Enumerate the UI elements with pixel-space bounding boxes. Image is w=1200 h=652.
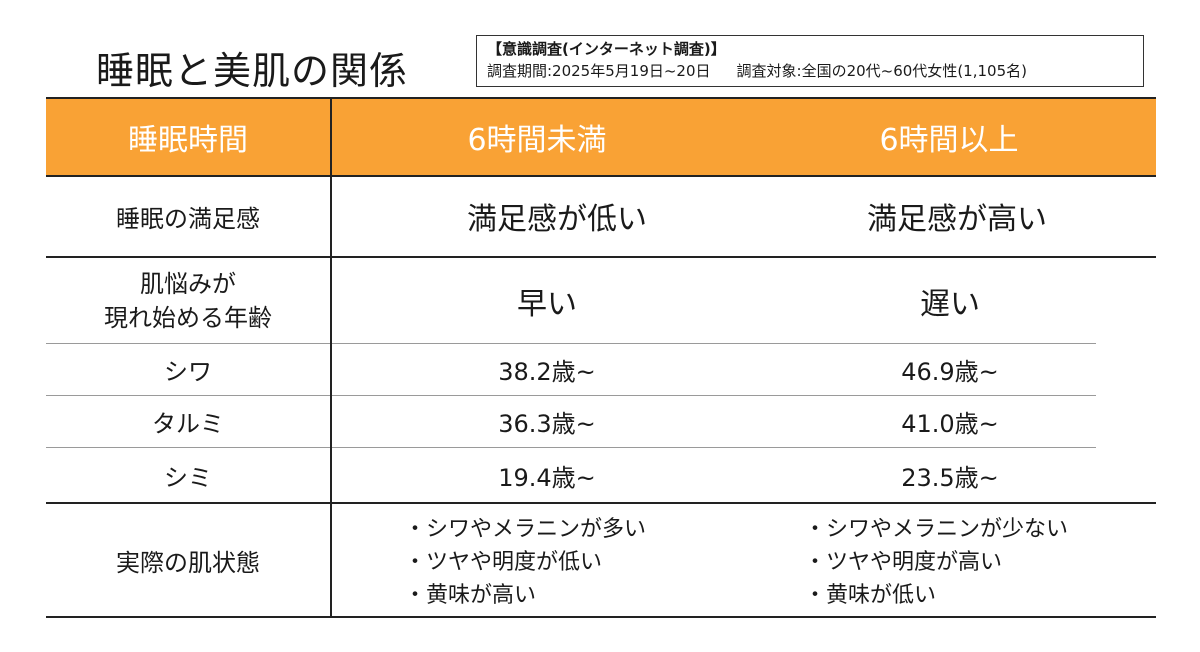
row-label-wrinkles: シワ [164,358,212,386]
row-label-satisfaction: 睡眠の満足感 [116,204,260,233]
condition-over-6h-list: シワやメラニンが少ない ツヤや明度が高い 黄味が低い [804,513,1068,612]
row-label-skin-condition: 実際の肌状態 [116,548,260,577]
spots-over-6h: 23.5歳~ [901,463,999,492]
list-item: シワやメラニンが少ない [804,513,1068,546]
row-divider [46,502,1156,504]
row-label-onset: 肌悩みが 現れ始める年齢 [46,258,330,343]
onset-label-line2: 現れ始める年齢 [104,303,272,332]
list-item: シワやメラニンが多い [404,513,646,546]
survey-target: 調査対象:全国の20代~60代女性(1,105名) [736,62,1027,80]
list-item: 黄味が低い [804,579,1068,612]
page-title: 睡眠と美肌の関係 [96,49,409,93]
satisfaction-over-6h: 満足感が高い [867,202,1047,237]
row-divider-thin [46,447,330,448]
header-over-6h: 6時間以上 [879,122,1019,158]
table-top-border [46,97,1156,99]
row-label-sagging: タルミ [152,410,224,438]
header-sleep-time: 睡眠時間 [128,122,248,158]
survey-details: 調査期間:2025年5月19日~20日 調査対象:全国の20代~60代女性(1,1… [487,60,1133,82]
row-divider-thin [332,395,1096,396]
spots-under-6h: 19.4歳~ [498,463,596,492]
row-divider-thin [46,395,330,396]
table-header-band [46,98,1156,175]
condition-under-6h-list: シワやメラニンが多い ツヤや明度が低い 黄味が高い [404,513,646,612]
onset-under-6h: 早い [517,286,577,322]
wrinkles-over-6h: 46.9歳~ [901,358,999,386]
survey-period: 調査期間:2025年5月19日~20日 [487,62,711,80]
row-divider [46,175,1156,177]
row-divider [46,256,1156,258]
row-divider-thin [332,343,1096,344]
column-divider [330,98,332,617]
list-item: 黄味が高い [404,579,646,612]
row-divider-thin [332,447,1096,448]
satisfaction-under-6h: 満足感が低い [467,202,647,237]
survey-info-box: 【意識調査(インターネット調査)】 調査期間:2025年5月19日~20日 調査対… [476,35,1144,87]
table-bottom-border [46,616,1156,618]
list-item: ツヤや明度が高い [804,546,1068,579]
sagging-over-6h: 41.0歳~ [901,410,999,438]
row-label-spots: シミ [164,463,212,492]
survey-type: 【意識調査(インターネット調査)】 [487,40,726,58]
sagging-under-6h: 36.3歳~ [498,410,596,438]
row-divider-thin [46,343,330,344]
onset-over-6h: 遅い [920,286,980,322]
header-under-6h: 6時間未満 [467,122,607,158]
list-item: ツヤや明度が低い [404,546,646,579]
onset-label-line1: 肌悩みが [140,269,236,298]
wrinkles-under-6h: 38.2歳~ [498,358,596,386]
